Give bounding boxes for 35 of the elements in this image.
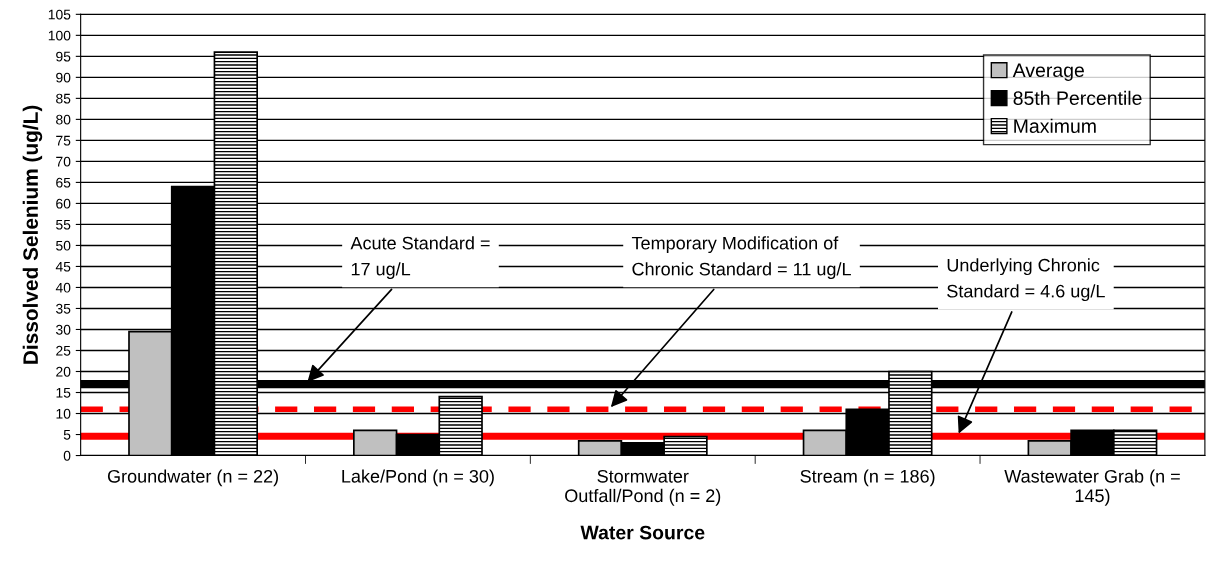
y-tick-label: 80 [56, 114, 71, 125]
x-tick-label: Stream (n = 186) [800, 469, 935, 487]
x-tick-label: Lake/Pond (n = 30) [342, 469, 494, 487]
legend-label: Maximum [1014, 118, 1096, 133]
y-tick-label: 100 [48, 30, 71, 41]
y-tick-label: 85 [56, 93, 71, 104]
y-tick-label: 5 [63, 430, 71, 440]
y-tick-label: 105 [48, 9, 71, 20]
x-tick-label: Wastewater Grab (n = 145) [1004, 469, 1180, 506]
y-tick-label: 90 [56, 72, 71, 83]
y-tick-label: 20 [56, 366, 71, 377]
y-tick-label: 75 [56, 135, 71, 146]
ref-line-label: Underlying Chronic Standard = 4.6 ug/L [947, 258, 1105, 302]
legend-label: 85th Percentile [1013, 90, 1142, 106]
y-axis-title: Dissolved Selenium (ug/L) [22, 105, 43, 364]
ref-line-label: Acute Standard = 17 ug/L [350, 236, 490, 280]
y-tick-label: 60 [56, 198, 71, 209]
y-tick-label: 50 [56, 240, 71, 251]
x-axis-title: Water Source [580, 525, 705, 540]
legend-label: Average [1012, 63, 1084, 81]
y-tick-label: 0 [63, 450, 71, 461]
y-tick-label: 95 [56, 51, 71, 62]
y-tick-label: 30 [56, 324, 71, 335]
y-tick-label: 15 [56, 387, 71, 398]
x-tick-label: Stormwater Outfall/Pond (n = 2) [565, 469, 721, 506]
y-tick-label: 45 [55, 261, 71, 272]
ref-line-label: Temporary Modification of Chronic Standard = 11 ug/L [631, 236, 851, 280]
y-tick-label: 65 [56, 177, 71, 188]
x-tick-label: Groundwater (n = 22) [107, 469, 279, 487]
y-tick-label: 35 [56, 303, 71, 314]
y-tick-label: 55 [56, 219, 71, 230]
y-tick-label: 25 [56, 345, 71, 356]
y-tick-label: 70 [56, 156, 71, 167]
y-tick-label: 40 [55, 282, 71, 293]
y-tick-label: 10 [56, 408, 71, 419]
